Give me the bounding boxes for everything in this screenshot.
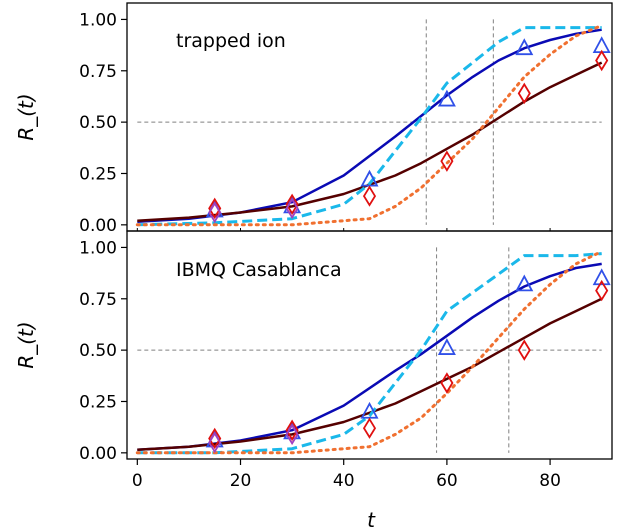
y-tick-label: 1.00 xyxy=(79,10,117,30)
triangle-marker xyxy=(515,274,534,292)
series-line-solid-1 xyxy=(137,297,603,452)
y-tick-label: 0.00 xyxy=(79,444,117,464)
diamond-marker xyxy=(208,431,222,454)
diamond-marker xyxy=(440,150,454,172)
series-line-dotted-3 xyxy=(135,24,604,227)
y-tick-label: 1.00 xyxy=(79,238,117,258)
x-tick-label: 0 xyxy=(132,471,143,491)
series-line-dashed-2 xyxy=(137,252,602,455)
triangle-marker xyxy=(592,268,611,286)
x-tick-label: 40 xyxy=(333,471,355,491)
diamond-marker xyxy=(285,423,299,446)
series-line-solid-0 xyxy=(137,262,602,452)
series-line-solid-1 xyxy=(137,61,603,222)
panel-annotation: IBMQ Casablanca xyxy=(176,259,342,281)
panel-ibmq-casablanca: 0.00 0.25 0.50 0.75 1.00 0 20 40 60 80 IBMQ Casabl… xyxy=(14,230,613,491)
y-axis-label: R_(t) xyxy=(14,321,38,368)
y-tick-label: 0.00 xyxy=(79,216,117,236)
diamond-marker xyxy=(285,193,299,216)
diamond-marker xyxy=(285,419,299,441)
triangle-marker xyxy=(515,38,534,56)
diamond-marker xyxy=(208,197,222,220)
triangle-marker xyxy=(437,338,456,355)
x-tick-label: 20 xyxy=(230,471,252,491)
diamond-marker xyxy=(285,197,299,220)
x-tick-label: 60 xyxy=(436,471,458,491)
plot-frame xyxy=(126,230,613,460)
x-tick-label: 80 xyxy=(539,471,561,491)
y-tick-label: 0.50 xyxy=(79,341,117,361)
diamond-marker xyxy=(595,279,609,302)
y-tick-label: 0.75 xyxy=(79,62,117,82)
y-axis-label: R_(t) xyxy=(14,93,38,140)
diamond-marker xyxy=(362,417,377,439)
panel-trapped-ion: 0.00 0.25 0.50 0.75 1.00 trapped ion R_(t) xyxy=(14,2,613,236)
x-axis-label: t xyxy=(367,508,376,531)
diamond-marker xyxy=(440,372,454,394)
y-tick-label: 0.50 xyxy=(79,113,117,133)
series-line-solid-0 xyxy=(137,28,602,224)
diamond-marker xyxy=(595,49,609,72)
diamond-marker xyxy=(362,185,377,207)
diamond-marker xyxy=(208,201,222,224)
y-tick-label: 0.75 xyxy=(79,290,117,310)
diamond-marker xyxy=(517,82,531,105)
series-line-dotted-3 xyxy=(135,250,604,455)
diamond-marker xyxy=(208,427,222,450)
y-tick-label: 0.25 xyxy=(79,164,117,184)
triangle-marker xyxy=(437,89,456,107)
diamond-marker xyxy=(517,339,531,361)
series-line-dashed-2 xyxy=(137,26,602,227)
panel-annotation: trapped ion xyxy=(176,30,286,52)
y-tick-label: 0.25 xyxy=(79,392,117,412)
